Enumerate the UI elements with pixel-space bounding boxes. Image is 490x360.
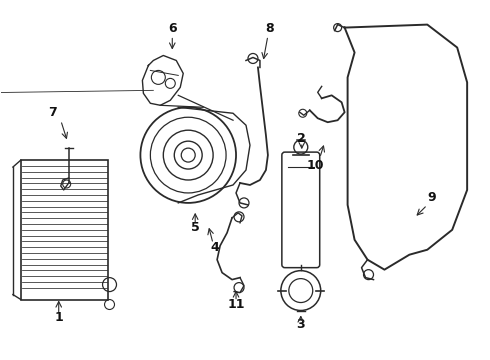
Text: 5: 5: [191, 221, 199, 234]
Text: 7: 7: [49, 106, 57, 119]
Text: 3: 3: [296, 318, 305, 331]
Text: 2: 2: [297, 132, 306, 145]
Bar: [21, 160, 107, 300]
Text: 1: 1: [54, 311, 63, 324]
Text: 6: 6: [168, 22, 176, 35]
Text: 8: 8: [266, 22, 274, 35]
Text: 10: 10: [307, 158, 324, 172]
Text: 11: 11: [227, 298, 245, 311]
Text: 9: 9: [427, 192, 436, 204]
Text: 4: 4: [211, 241, 220, 254]
